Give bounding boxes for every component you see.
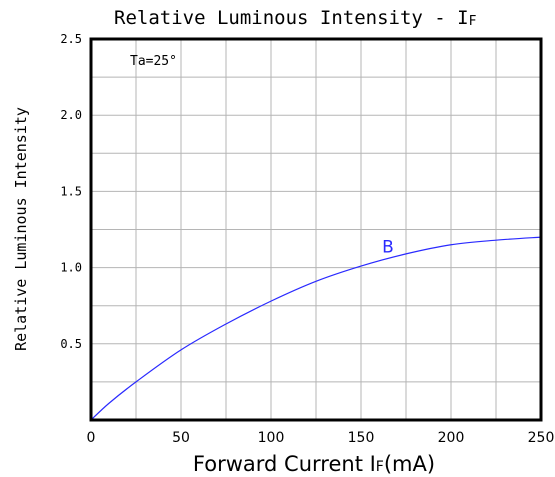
y-tick-label: 1.0 — [60, 261, 82, 275]
y-tick-label: 0.5 — [60, 337, 82, 351]
series-label-b: B — [382, 237, 394, 257]
chart-title-main: Relative Luminous Intensity - I — [114, 7, 469, 29]
x-tick-label: 100 — [258, 430, 285, 446]
x-tick-label: 50 — [172, 430, 190, 446]
x-axis-label-unit: (mA) — [384, 452, 435, 476]
annotation-ta: Ta=25° — [130, 54, 177, 69]
plot-frame — [89, 37, 543, 422]
x-axis-label-subscript: F — [376, 459, 384, 475]
y-axis-label: Relative Luminous Intensity — [12, 107, 30, 351]
series-layer: B — [90, 236, 542, 421]
y-tick-label: 2.5 — [60, 32, 82, 46]
x-axis-label: Forward Current IF(mA) — [193, 452, 435, 476]
x-tick-label: 150 — [348, 430, 375, 446]
x-tick-label: 250 — [528, 430, 555, 446]
x-tick-label: 0 — [87, 430, 96, 446]
grid-lines — [91, 39, 541, 420]
y-tick-label: 2.0 — [60, 108, 82, 122]
series-line-b — [90, 236, 542, 421]
y-tick-label: 1.5 — [60, 184, 82, 198]
chart-title: Relative Luminous Intensity - IF — [114, 7, 477, 29]
x-tick-labels: 0 50 100 150 200 250 — [87, 430, 555, 446]
x-tick-label: 200 — [438, 430, 465, 446]
y-tick-labels: 0.5 1.0 1.5 2.0 2.5 — [60, 32, 82, 351]
x-axis-label-main: Forward Current I — [193, 452, 376, 476]
chart-title-subscript: F — [469, 14, 477, 29]
